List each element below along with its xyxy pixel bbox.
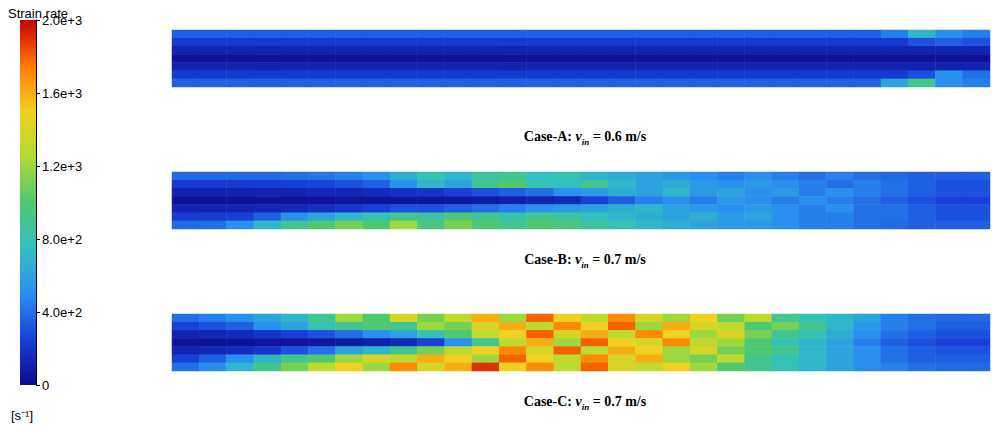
svg-text:v: v <box>575 251 582 267</box>
svg-text:= 0.7 m/s: = 0.7 m/s <box>589 394 647 409</box>
svg-text:0: 0 <box>42 378 49 393</box>
svg-text:Case-A:: Case-A: <box>524 129 576 144</box>
svg-text:Strain rate: Strain rate <box>8 6 68 21</box>
svg-text:v: v <box>575 393 582 409</box>
svg-text:Case-C:: Case-C: <box>524 394 576 409</box>
svg-text:4.0e+2: 4.0e+2 <box>42 305 82 320</box>
svg-text:1.6e+3: 1.6e+3 <box>42 86 82 101</box>
svg-text:v: v <box>575 128 582 144</box>
svg-text:1.2e+3: 1.2e+3 <box>42 159 82 174</box>
svg-text:in: in <box>582 137 590 147</box>
svg-text:Case-B:: Case-B: <box>524 252 575 267</box>
svg-text:[s⁻¹]: [s⁻¹] <box>11 408 33 423</box>
svg-text:= 0.6 m/s: = 0.6 m/s <box>589 129 647 144</box>
svg-text:= 0.7 m/s: = 0.7 m/s <box>589 252 647 267</box>
svg-text:in: in <box>581 260 589 270</box>
svg-text:in: in <box>582 402 590 412</box>
svg-text:8.0e+2: 8.0e+2 <box>42 232 82 247</box>
